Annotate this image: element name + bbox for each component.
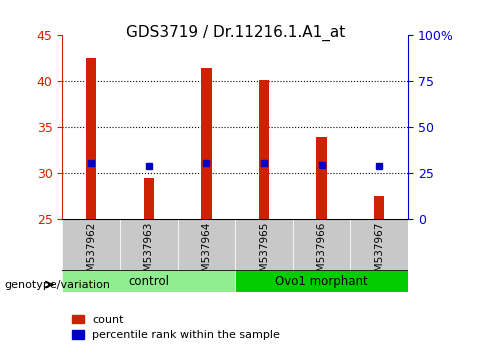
FancyBboxPatch shape — [350, 219, 408, 271]
Bar — [201, 68, 212, 219]
FancyBboxPatch shape — [62, 219, 120, 271]
Bar — [144, 178, 154, 219]
Text: GSM537963: GSM537963 — [144, 222, 154, 285]
FancyBboxPatch shape — [293, 219, 350, 271]
FancyBboxPatch shape — [178, 219, 235, 271]
FancyBboxPatch shape — [120, 219, 178, 271]
Legend: count, percentile rank within the sample: count, percentile rank within the sample — [68, 310, 285, 345]
Text: control: control — [128, 275, 169, 287]
Text: GSM537965: GSM537965 — [259, 222, 269, 285]
Bar — [259, 80, 269, 219]
Text: genotype/variation: genotype/variation — [5, 280, 111, 290]
Bar — [86, 58, 96, 219]
FancyBboxPatch shape — [62, 270, 235, 292]
Text: GDS3719 / Dr.11216.1.A1_at: GDS3719 / Dr.11216.1.A1_at — [126, 25, 345, 41]
Bar — [374, 196, 384, 219]
FancyBboxPatch shape — [235, 270, 408, 292]
Text: GSM537964: GSM537964 — [202, 222, 211, 285]
FancyBboxPatch shape — [235, 219, 293, 271]
Text: GSM537962: GSM537962 — [86, 222, 96, 285]
Text: GSM537967: GSM537967 — [374, 222, 384, 285]
Bar — [316, 137, 327, 219]
Text: GSM537966: GSM537966 — [317, 222, 326, 285]
Text: Ovo1 morphant: Ovo1 morphant — [275, 275, 368, 287]
